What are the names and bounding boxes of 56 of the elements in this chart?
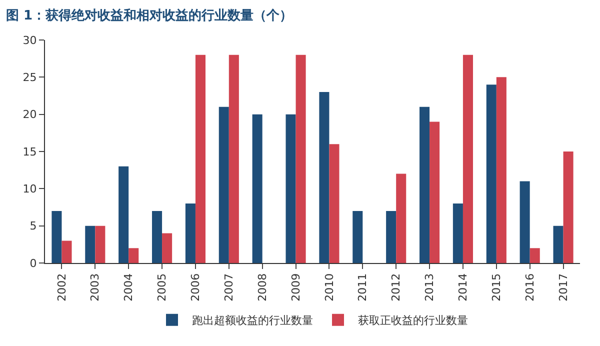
bar bbox=[185, 204, 196, 263]
x-tick-label: 2011 bbox=[356, 273, 370, 302]
bar bbox=[252, 114, 262, 263]
bar bbox=[563, 152, 574, 263]
x-tick-label: 2007 bbox=[222, 273, 236, 302]
y-tick-label: 5 bbox=[30, 220, 37, 233]
y-tick-label: 0 bbox=[30, 256, 37, 270]
x-tick-label: 2009 bbox=[289, 273, 302, 302]
x-tick-label: 2006 bbox=[189, 273, 202, 302]
bar bbox=[486, 84, 496, 263]
bar bbox=[95, 226, 106, 263]
x-tick-label: 2013 bbox=[423, 273, 436, 302]
bar bbox=[462, 54, 473, 263]
y-tick-label: 25 bbox=[22, 71, 37, 84]
bar bbox=[420, 106, 430, 263]
legend-label: 跑出超额收益的行业数量 bbox=[192, 314, 313, 328]
x-tick-label: 2014 bbox=[456, 273, 470, 302]
bar bbox=[62, 240, 72, 263]
bar bbox=[530, 248, 540, 263]
bar bbox=[228, 54, 239, 263]
chart-title: 图 1：获得绝对收益和相对收益的行业数量（个） bbox=[6, 7, 293, 24]
x-tick-label: 2016 bbox=[523, 273, 536, 302]
bar bbox=[430, 122, 440, 263]
x-tick-label: 2015 bbox=[490, 273, 503, 302]
bar bbox=[118, 166, 129, 263]
bar bbox=[520, 181, 530, 263]
bar bbox=[152, 210, 162, 263]
bar bbox=[128, 248, 139, 263]
y-tick-label: 10 bbox=[22, 182, 37, 196]
y-tick-label: 20 bbox=[22, 108, 37, 122]
bar bbox=[52, 210, 62, 263]
bar bbox=[85, 226, 96, 263]
bar bbox=[319, 92, 330, 263]
x-tick-label: 2010 bbox=[322, 273, 336, 302]
bar bbox=[218, 106, 229, 263]
x-tick-label: 2012 bbox=[390, 273, 403, 302]
x-tick-label: 2003 bbox=[88, 273, 102, 302]
bar bbox=[286, 114, 296, 263]
x-tick-label: 2008 bbox=[256, 273, 269, 302]
bar bbox=[329, 144, 340, 263]
y-tick-label: 30 bbox=[22, 34, 37, 47]
bar bbox=[352, 210, 363, 263]
bar bbox=[553, 226, 564, 263]
bar bbox=[195, 54, 206, 263]
x-tick-label: 2005 bbox=[156, 273, 169, 302]
bar bbox=[452, 204, 463, 263]
x-tick-label: 2017 bbox=[556, 273, 570, 302]
bar bbox=[162, 233, 172, 263]
x-tick-label: 2002 bbox=[55, 273, 68, 302]
legend-label: 获取正收益的行业数量 bbox=[358, 314, 468, 328]
bar bbox=[296, 54, 306, 263]
x-tick-label: 2004 bbox=[122, 273, 136, 302]
bar bbox=[386, 210, 396, 263]
bar bbox=[396, 174, 406, 263]
y-tick-label: 15 bbox=[22, 145, 37, 158]
bar bbox=[496, 77, 506, 263]
